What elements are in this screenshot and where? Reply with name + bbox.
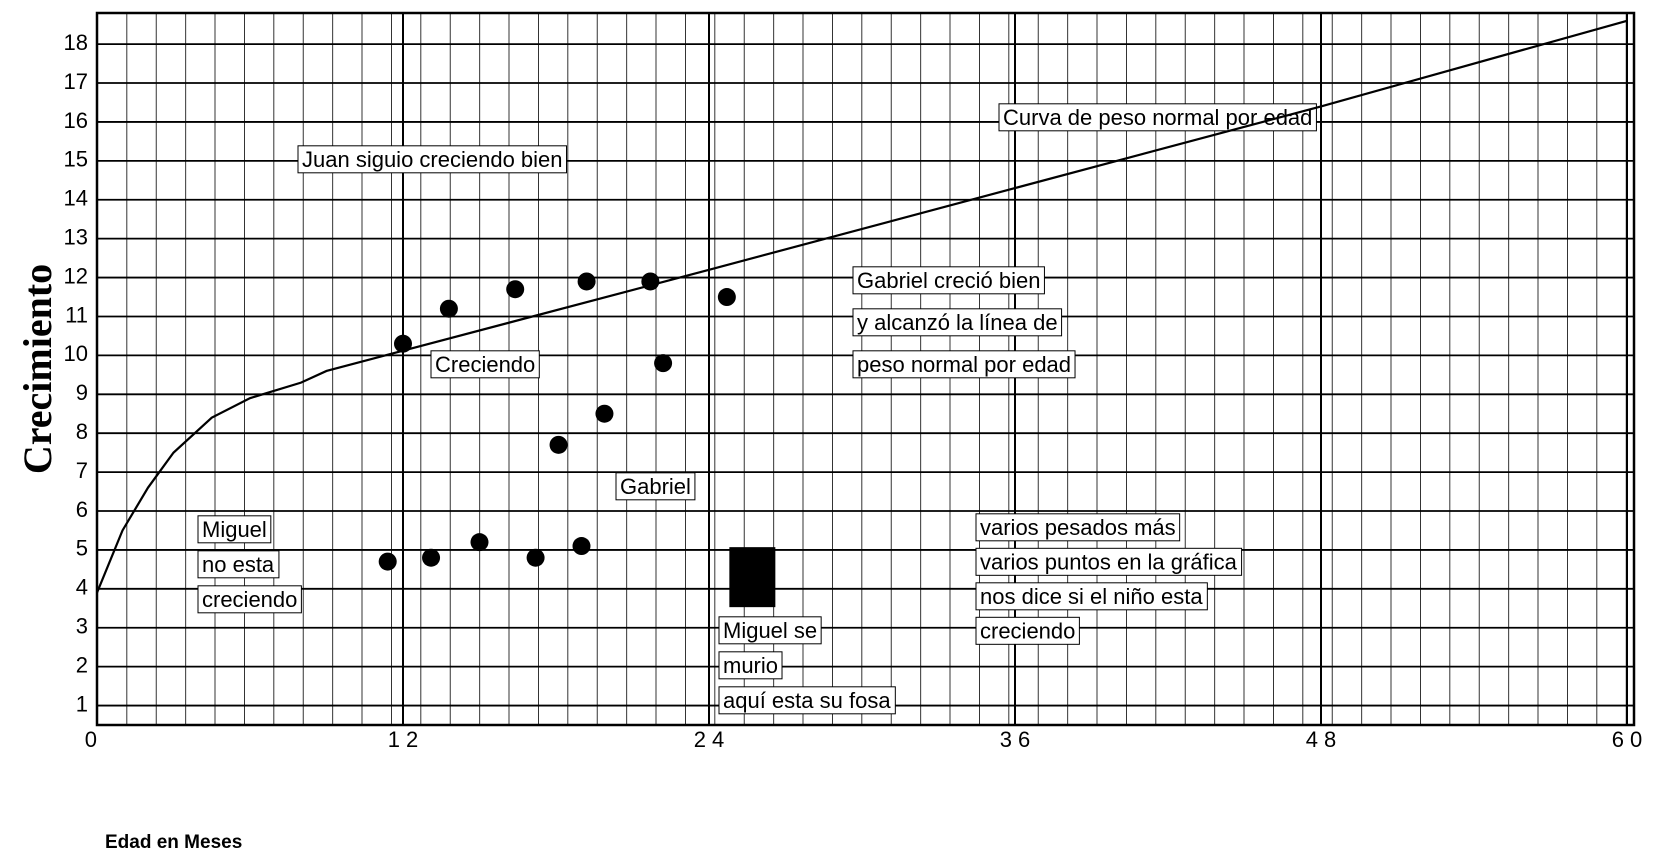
marker-dot <box>654 354 673 373</box>
y-tick-label: 8 <box>76 419 88 444</box>
annotation: nos dice si el niño esta <box>975 582 1208 611</box>
annotation-text: aquí esta su fosa <box>723 688 891 713</box>
annotation-text: varios puntos en la gráfica <box>980 549 1238 574</box>
y-tick-label: 10 <box>64 341 88 366</box>
y-tick-label: 4 <box>76 575 88 600</box>
marker-dot <box>439 299 458 318</box>
annotation-box <box>975 582 1208 611</box>
x-tick-label: 2 4 <box>694 727 725 752</box>
marker-dot <box>526 548 545 567</box>
marker-dot <box>378 552 397 571</box>
annotation: peso normal por edad <box>852 350 1076 379</box>
x-tick-label: 4 8 <box>1306 727 1337 752</box>
y-tick-label: 3 <box>76 614 88 639</box>
annotation-box <box>430 350 540 379</box>
marker-dot <box>717 288 736 307</box>
marker-dot <box>572 537 591 556</box>
annotation: varios pesados más <box>975 513 1181 542</box>
annotation-text: Gabriel creció bien <box>857 268 1040 293</box>
annotation-text: varios pesados más <box>980 515 1176 540</box>
normal-weight-curve <box>95 19 1628 594</box>
annotation-text: Miguel <box>202 517 267 542</box>
y-tick-label: 13 <box>64 224 88 249</box>
marker-dot <box>506 280 525 299</box>
annotation-box <box>975 616 1080 645</box>
annotation: aquí esta su fosa <box>718 686 896 715</box>
x-axis-title: Edad en Meses <box>105 832 242 853</box>
annotation-box <box>197 550 280 579</box>
x-tick-label: 0 <box>85 727 97 752</box>
annotation-box <box>852 308 1063 337</box>
annotation: Miguel <box>197 515 272 544</box>
annotation: murio <box>718 651 783 680</box>
y-tick-label: 1 <box>76 691 88 716</box>
marker-dot <box>577 272 596 291</box>
marker-dot <box>595 404 614 423</box>
marker-dot <box>549 435 568 454</box>
annotation: Miguel se <box>718 616 822 645</box>
marker-dot <box>641 272 660 291</box>
x-tick-label: 6 0 <box>1612 727 1643 752</box>
annotation-text: nos dice si el niño esta <box>980 584 1203 609</box>
annotation: Creciendo <box>430 350 540 379</box>
annotation-box <box>852 266 1045 295</box>
annotation-box <box>718 651 783 680</box>
annotation: creciendo <box>197 585 302 614</box>
annotation-text: murio <box>723 653 778 678</box>
series-label-box <box>615 472 696 501</box>
y-tick-label: 15 <box>64 147 88 172</box>
y-tick-label: 7 <box>76 458 88 483</box>
y-tick-label: 2 <box>76 652 88 677</box>
annotation-box <box>197 515 272 544</box>
y-tick-label: 16 <box>64 108 88 133</box>
annotation-box <box>297 145 568 174</box>
y-tick-label: 18 <box>64 30 88 55</box>
x-tick-label: 3 6 <box>1000 727 1031 752</box>
annotation: Gabriel creció bien <box>852 266 1045 295</box>
y-tick-label: 14 <box>64 186 88 211</box>
annotation: creciendo <box>975 616 1080 645</box>
annotation-box <box>718 686 896 715</box>
annotation: no esta <box>197 550 280 579</box>
marker-dot <box>422 548 441 567</box>
y-tick-label: 17 <box>64 69 88 94</box>
annotation-box <box>975 513 1181 542</box>
annotation-box <box>718 616 822 645</box>
annotation: varios puntos en la gráfica <box>975 547 1243 576</box>
y-tick-label: 5 <box>76 536 88 561</box>
annotation: y alcanzó la línea de <box>852 308 1063 337</box>
annotation: Juan siguio creciendo bien <box>297 145 568 174</box>
annotation-box <box>852 350 1076 379</box>
x-tick-label: 1 2 <box>388 727 419 752</box>
annotation-box <box>197 585 302 614</box>
series-label: Gabriel <box>615 472 696 501</box>
annotation-text: y alcanzó la línea de <box>857 310 1058 335</box>
y-tick-label: 12 <box>64 263 88 288</box>
marker-dot <box>470 533 489 552</box>
annotation-text: Juan siguio creciendo bien <box>302 147 563 172</box>
series-name: Gabriel <box>620 474 691 499</box>
annotation: Curva de peso normal por edad <box>998 103 1317 132</box>
marker-square <box>729 547 776 608</box>
annotation-text: Creciendo <box>435 352 535 377</box>
y-tick-label: 6 <box>76 497 88 522</box>
y-axis-title: Crecimiento <box>15 264 60 474</box>
annotation-text: Miguel se <box>723 618 817 643</box>
y-tick-label: 9 <box>76 380 88 405</box>
annotation-text: no esta <box>202 552 275 577</box>
annotation-box <box>998 103 1317 132</box>
y-tick-label: 11 <box>65 302 88 327</box>
annotation-box <box>975 547 1243 576</box>
annotation-text: peso normal por edad <box>857 352 1071 377</box>
annotation-text: creciendo <box>202 587 297 612</box>
annotation-text: Curva de peso normal por edad <box>1003 105 1312 130</box>
marker-dot <box>394 334 412 353</box>
annotation-text: creciendo <box>980 618 1075 643</box>
